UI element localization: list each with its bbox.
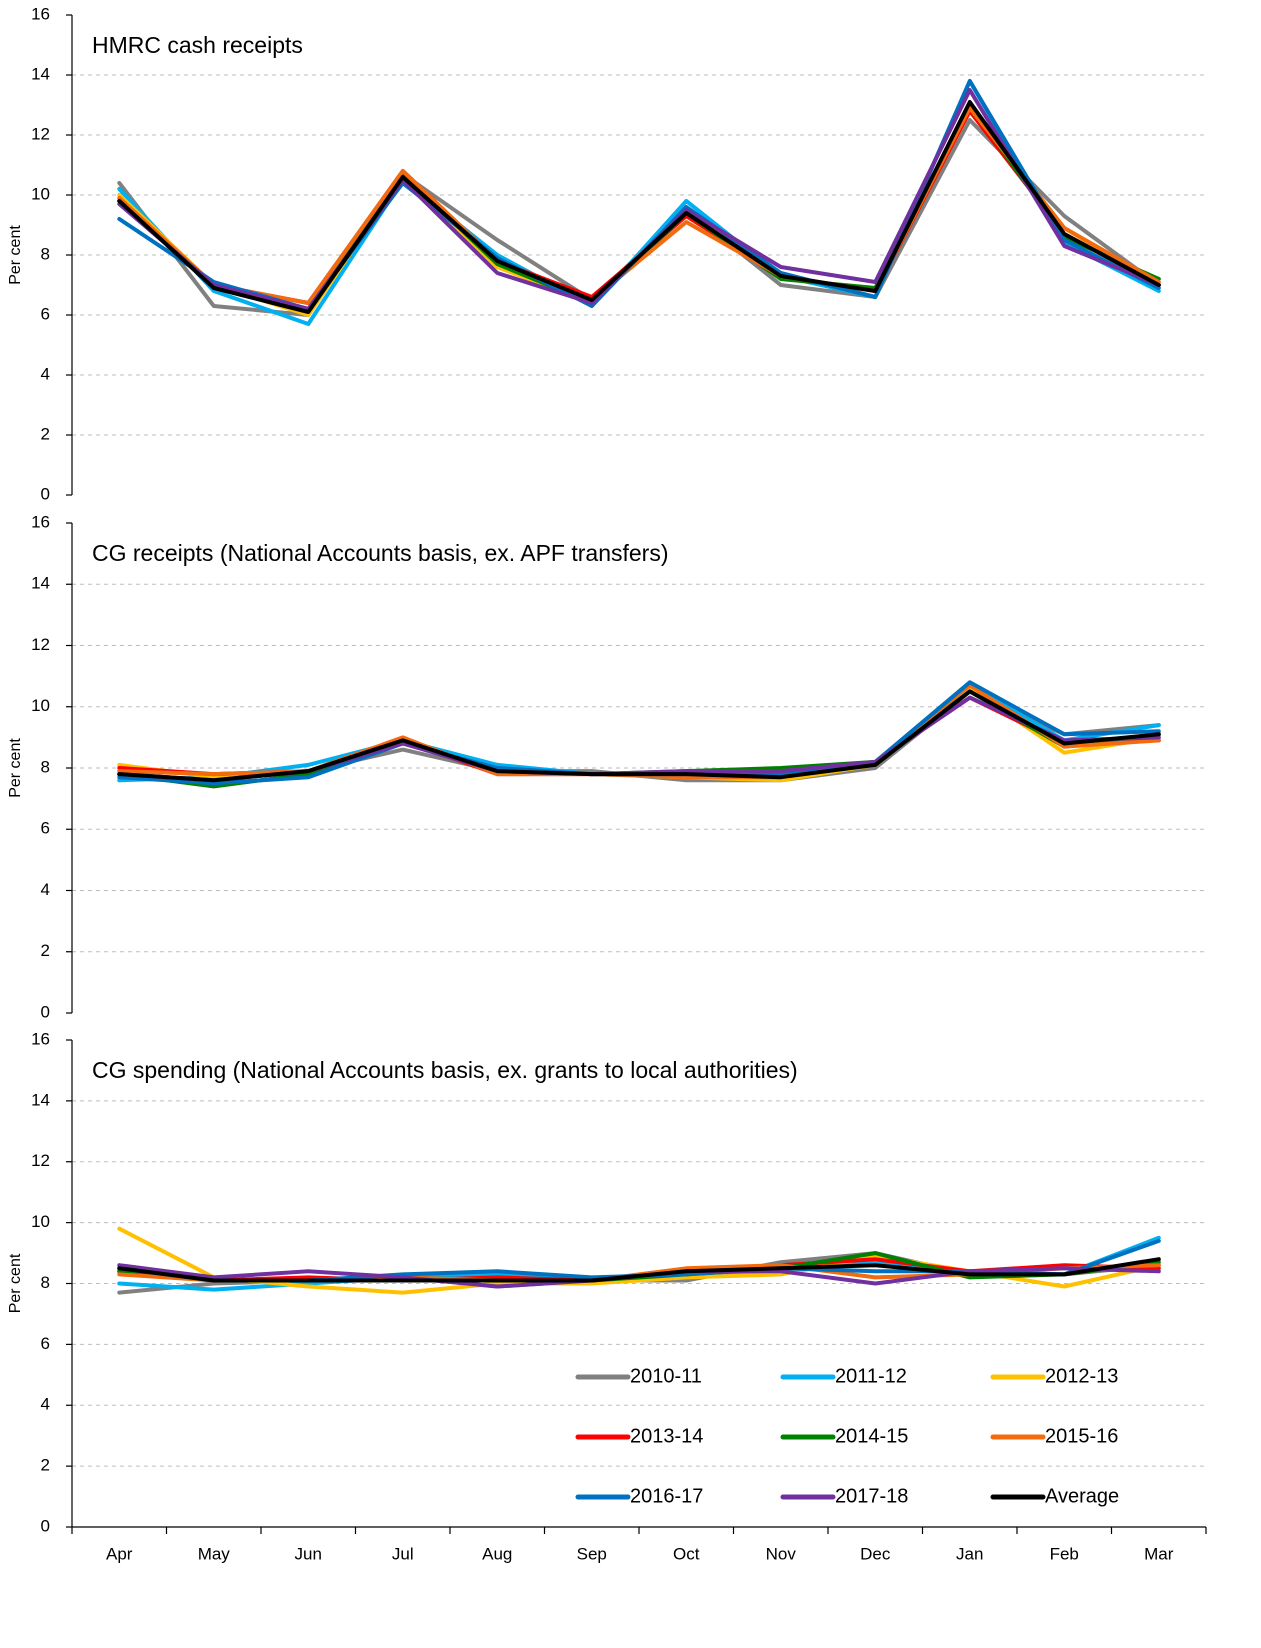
series-line bbox=[117, 1257, 1161, 1283]
panel: 0 2 4 6 8 10 12 14 16 CG spending (National Accou… bbox=[7, 1029, 1207, 1563]
y-tick-label: 6 bbox=[41, 1334, 50, 1353]
y-axis-label: Per cent bbox=[7, 1253, 24, 1313]
y-tick-label: 14 bbox=[31, 64, 50, 83]
legend-label: 2010-11 bbox=[630, 1365, 702, 1387]
y-axis-label: Per cent bbox=[7, 738, 24, 798]
y-tick-label: 8 bbox=[41, 244, 50, 263]
x-tick-label: Nov bbox=[766, 1544, 797, 1563]
y-tick-label: 6 bbox=[41, 304, 50, 323]
x-tick-label: Sep bbox=[577, 1544, 607, 1563]
panel-title: CG receipts (National Accounts basis, ex… bbox=[92, 540, 669, 566]
y-tick-label: 12 bbox=[31, 1151, 50, 1170]
y-tick-label: 4 bbox=[41, 1395, 50, 1414]
y-axis-label: Per cent bbox=[7, 225, 24, 285]
y-tick-label: 0 bbox=[41, 1002, 50, 1021]
series-line bbox=[117, 88, 1161, 311]
x-tick-label: May bbox=[198, 1544, 231, 1563]
y-tick-label: 0 bbox=[41, 1516, 50, 1535]
y-tick-label: 10 bbox=[31, 1212, 50, 1231]
y-tick-label: 12 bbox=[31, 124, 50, 143]
panel-title: CG spending (National Accounts basis, ex… bbox=[92, 1057, 798, 1083]
y-tick-label: 10 bbox=[31, 184, 50, 203]
y-tick-label: 2 bbox=[41, 1456, 50, 1475]
x-tick-label: Jun bbox=[295, 1544, 322, 1563]
series-line bbox=[117, 79, 1161, 326]
series-line bbox=[117, 689, 1161, 783]
series-line bbox=[117, 100, 1161, 314]
series-line bbox=[117, 106, 1161, 305]
y-tick-label: 8 bbox=[41, 757, 50, 776]
y-tick-label: 16 bbox=[31, 4, 50, 23]
legend-label: 2014-15 bbox=[835, 1425, 908, 1447]
legend-label: 2015-16 bbox=[1045, 1425, 1118, 1447]
x-tick-label: Mar bbox=[1144, 1544, 1174, 1563]
panel: 0 2 4 6 8 10 12 14 16 CG receipts (National Accou… bbox=[7, 512, 1206, 1021]
x-tick-label: Jul bbox=[392, 1544, 414, 1563]
x-tick-label: Dec bbox=[860, 1544, 891, 1563]
y-tick-label: 14 bbox=[31, 574, 50, 593]
legend-label: Average bbox=[1045, 1485, 1119, 1507]
y-tick-label: 10 bbox=[31, 696, 50, 715]
x-tick-label: Jan bbox=[956, 1544, 983, 1563]
y-tick-label: 16 bbox=[31, 1029, 50, 1048]
legend-label: 2012-13 bbox=[1045, 1365, 1118, 1387]
panel-title: HMRC cash receipts bbox=[92, 32, 303, 58]
y-tick-label: 14 bbox=[31, 1090, 50, 1109]
y-tick-label: 2 bbox=[41, 941, 50, 960]
y-tick-label: 12 bbox=[31, 635, 50, 654]
y-tick-label: 4 bbox=[41, 364, 50, 383]
y-tick-label: 16 bbox=[31, 512, 50, 531]
panel: 0 2 4 6 8 10 12 14 16 HMRC cash receipts Per cent bbox=[7, 4, 1206, 503]
y-tick-label: 4 bbox=[41, 880, 50, 899]
y-tick-label: 2 bbox=[41, 424, 50, 443]
x-tick-label: Feb bbox=[1050, 1544, 1079, 1563]
x-tick-label: Apr bbox=[106, 1544, 133, 1563]
y-tick-label: 0 bbox=[41, 484, 50, 503]
x-tick-label: Oct bbox=[673, 1544, 700, 1563]
y-tick-label: 8 bbox=[41, 1273, 50, 1292]
legend-label: 2017-18 bbox=[835, 1485, 908, 1507]
legend-label: 2016-17 bbox=[630, 1485, 703, 1507]
legend-label: 2011-12 bbox=[835, 1365, 907, 1387]
x-tick-label: Aug bbox=[482, 1544, 512, 1563]
y-tick-label: 6 bbox=[41, 819, 50, 838]
legend-label: 2013-14 bbox=[630, 1425, 703, 1447]
